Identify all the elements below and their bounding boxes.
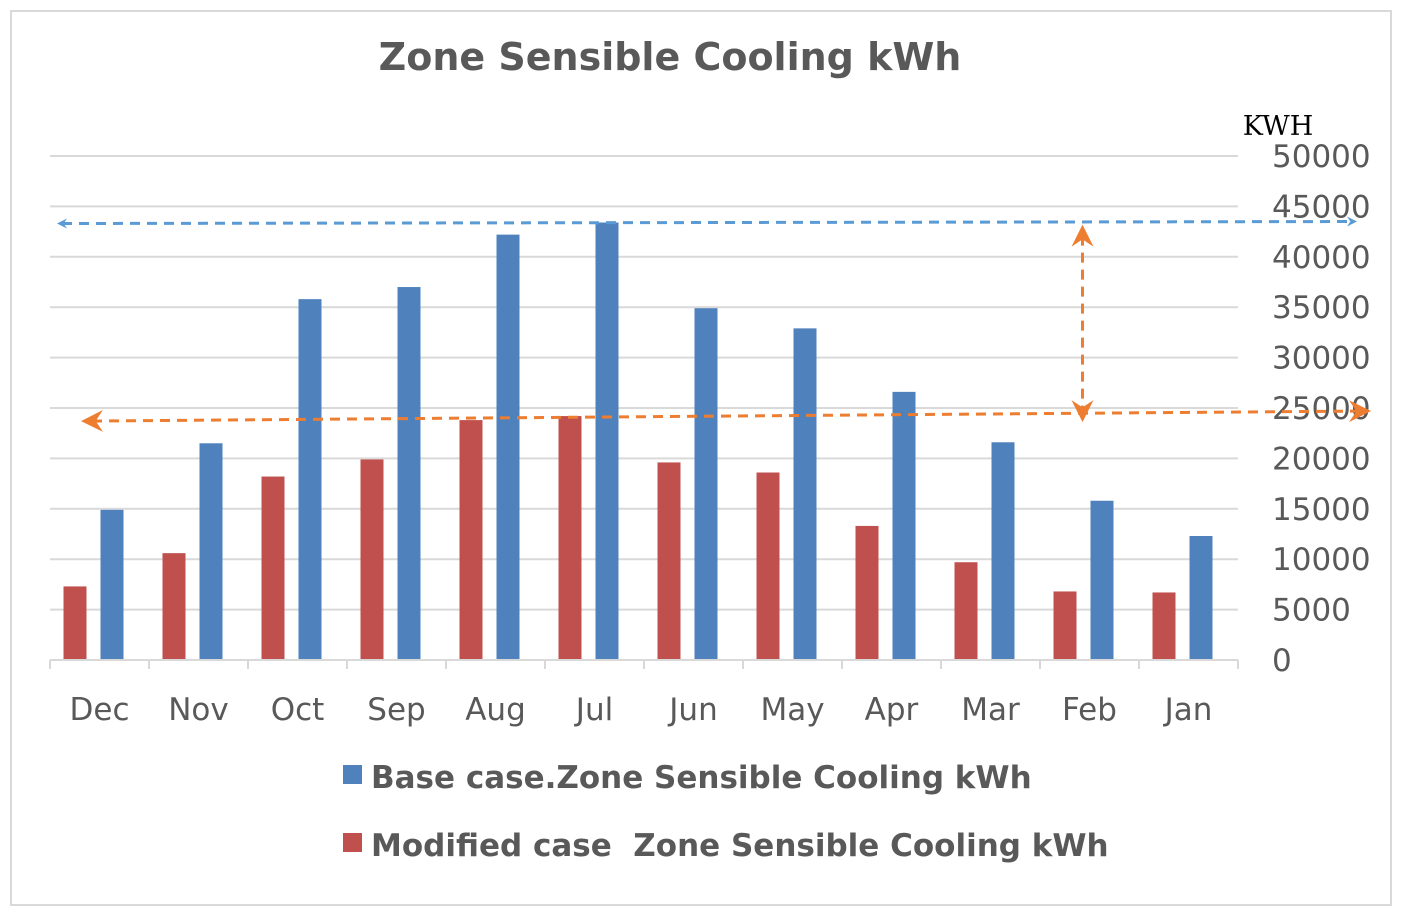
- bars: [63, 222, 1213, 660]
- legend-swatch-base: [343, 765, 362, 784]
- y-tick-label: 35000: [1272, 290, 1371, 326]
- bar-base-may: [793, 328, 817, 660]
- legend: Base case.Zone Sensible Cooling kWh Modif…: [343, 760, 1109, 864]
- y-tick-label: 30000: [1272, 341, 1371, 377]
- annotations: [57, 216, 1371, 432]
- x-tick-label: Sep: [367, 692, 425, 728]
- bar-modified-dec: [63, 586, 87, 660]
- y-tick-label: 40000: [1272, 240, 1371, 276]
- x-tick-label: Feb: [1062, 692, 1117, 728]
- bar-base-mar: [991, 442, 1015, 660]
- bar-modified-may: [756, 472, 780, 660]
- x-tick-label: Apr: [865, 692, 919, 728]
- x-tick-label: Jan: [1163, 692, 1213, 728]
- bar-base-feb: [1090, 500, 1114, 660]
- bar-base-sep: [397, 287, 421, 660]
- y-axis-unit-label: KWH: [1243, 111, 1314, 142]
- y-tick-label: 10000: [1272, 542, 1371, 578]
- bar-modified-nov: [162, 553, 186, 660]
- legend-label-modified: Modified case Zone Sensible Cooling kWh: [371, 828, 1109, 864]
- bar-base-oct: [298, 299, 322, 660]
- y-tick-label: 45000: [1272, 189, 1371, 225]
- bar-base-aug: [496, 234, 520, 660]
- bar-modified-oct: [261, 476, 285, 660]
- bar-modified-sep: [360, 459, 384, 660]
- x-tick-label: Jun: [667, 692, 717, 728]
- legend-swatch-modified: [343, 833, 362, 852]
- bar-base-nov: [199, 443, 223, 660]
- chart-title: Zone Sensible Cooling kWh: [379, 35, 962, 79]
- bar-base-dec: [100, 509, 124, 660]
- y-tick-label: 20000: [1272, 441, 1371, 477]
- annotation-arrow-horizontal-blue: [57, 216, 1357, 229]
- bar-modified-feb: [1053, 591, 1077, 660]
- gridlines: [50, 155, 1238, 611]
- legend-label-base: Base case.Zone Sensible Cooling kWh: [371, 760, 1032, 796]
- x-tick-label: May: [760, 692, 824, 728]
- bar-modified-jan: [1152, 592, 1176, 660]
- y-tick-label: 5000: [1272, 593, 1351, 629]
- y-axis-ticks: 0 5000 10000 15000 20000 25000 30000 35000 40000…: [1272, 139, 1371, 679]
- annotation-arrow-horizontal-orange: [81, 400, 1371, 432]
- bar-base-jul: [595, 222, 619, 660]
- bar-base-jan: [1189, 536, 1213, 660]
- bar-modified-aug: [459, 420, 483, 660]
- y-tick-label: 15000: [1272, 492, 1371, 528]
- x-axis-labels: Dec Nov Oct Sep Aug Jul Jun May Apr Mar Feb Jan: [70, 692, 1213, 728]
- bar-modified-jul: [558, 416, 582, 660]
- bar-modified-mar: [954, 562, 978, 660]
- x-tick-label: Jul: [574, 692, 613, 728]
- bar-base-apr: [892, 391, 916, 660]
- x-tick-label: Aug: [465, 692, 526, 728]
- bar-modified-jun: [657, 462, 681, 660]
- x-axis: [49, 659, 1239, 669]
- y-tick-label: 50000: [1272, 139, 1371, 175]
- x-tick-label: Mar: [961, 692, 1020, 728]
- y-tick-label: 0: [1272, 643, 1292, 679]
- bar-modified-apr: [855, 525, 879, 660]
- bar-base-jun: [694, 308, 718, 660]
- y-tick-label: 25000: [1272, 391, 1371, 427]
- x-tick-label: Oct: [271, 692, 325, 728]
- x-tick-label: Nov: [168, 692, 229, 728]
- x-tick-label: Dec: [70, 692, 130, 728]
